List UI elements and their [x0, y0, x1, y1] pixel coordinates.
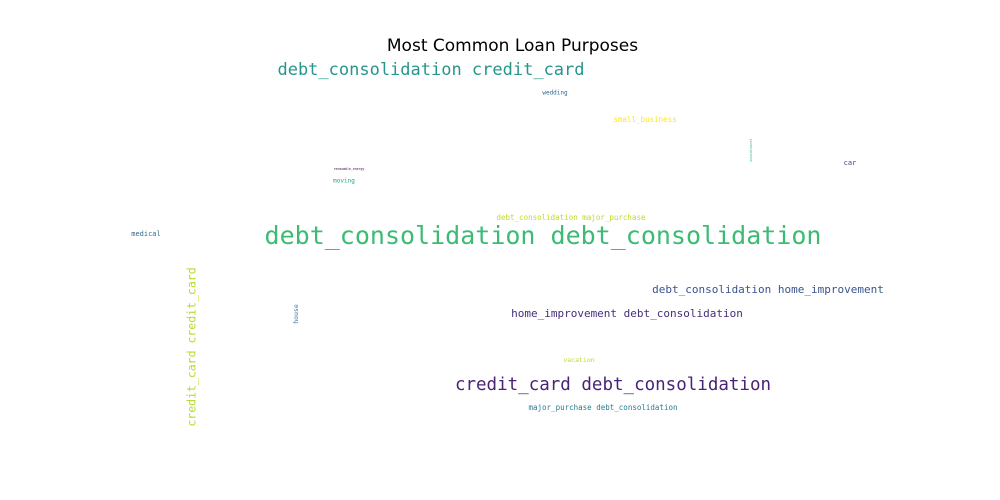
- wordcloud-word: major_purchase debt_consolidation: [528, 403, 677, 412]
- wordcloud-word: small_business: [613, 115, 676, 124]
- wordcloud-word: debt_consolidation debt_consolidation: [265, 221, 822, 250]
- chart-title: Most Common Loan Purposes: [386, 36, 639, 56]
- wordcloud-word: medical: [131, 230, 161, 238]
- wordcloud-word: house: [292, 304, 300, 324]
- wordcloud-word: debt_consolidation credit_card: [277, 60, 584, 80]
- wordcloud-word: car: [844, 159, 857, 167]
- wordcloud-word: vacation: [563, 356, 594, 364]
- wordcloud-word: debt_consolidation major_purchase: [496, 213, 645, 222]
- wordcloud-word: credit_card credit_card: [185, 267, 199, 426]
- wordcloud-word: moving: [333, 178, 355, 185]
- wordcloud-word: renewable_energy: [334, 167, 365, 171]
- wordcloud-word: educational: [749, 138, 753, 161]
- wordcloud-word: debt_consolidation home_improvement: [652, 283, 884, 296]
- wordcloud-word: credit_card debt_consolidation: [455, 375, 771, 395]
- wordcloud-word: home_improvement debt_consolidation: [511, 307, 743, 320]
- wordcloud-word: wedding: [542, 90, 568, 97]
